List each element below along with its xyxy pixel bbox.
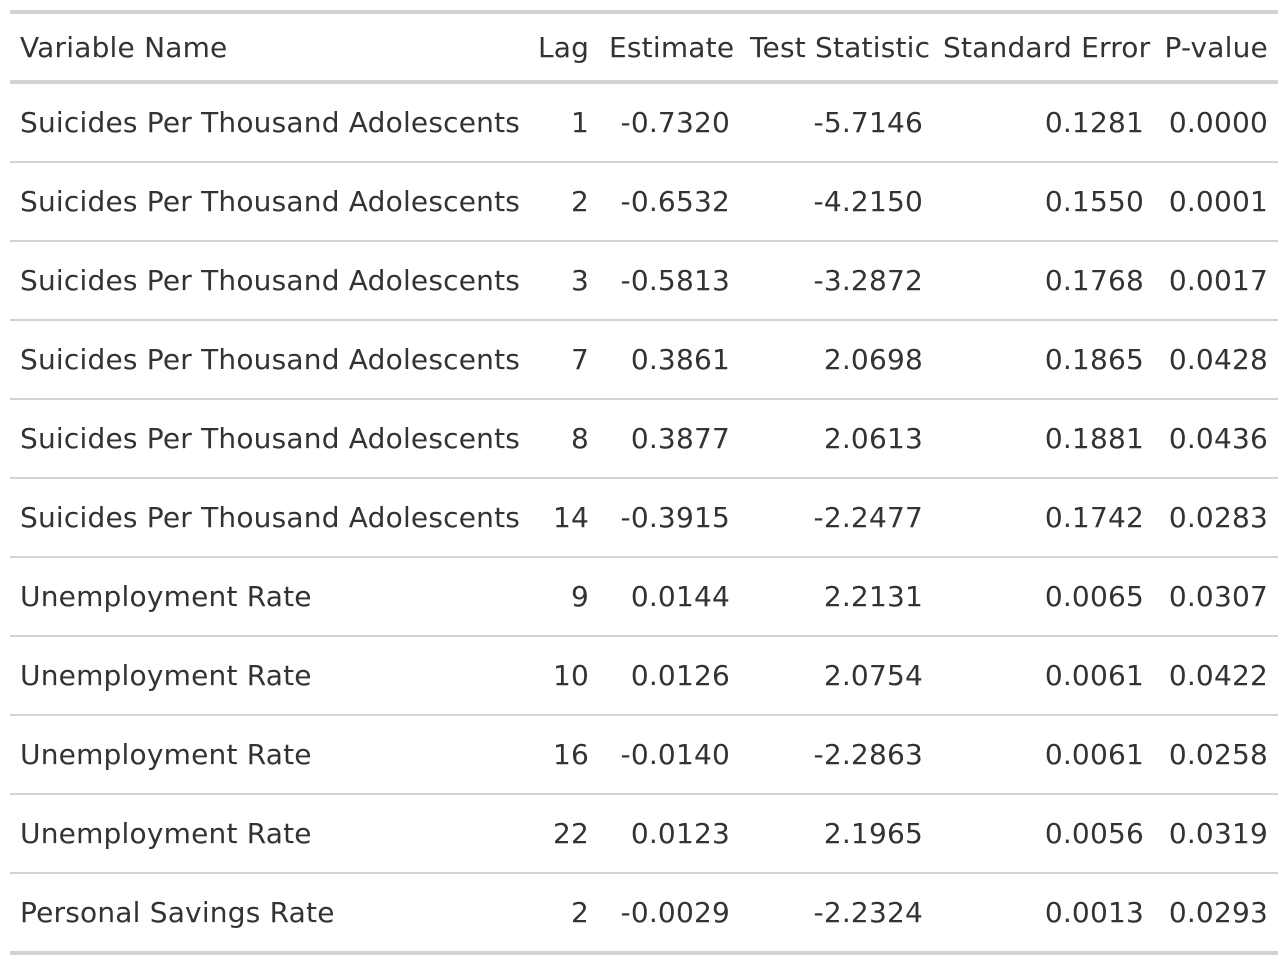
header-test-statistic: Test Statistic xyxy=(750,30,931,64)
cell-variable-name: Suicides Per Thousand Adolescents xyxy=(20,422,521,455)
cell-test-statistic: -2.2324 xyxy=(813,896,923,929)
header-estimate: Estimate xyxy=(609,30,735,64)
cell-test-statistic: -5.7146 xyxy=(813,106,923,139)
cell-p-value: 0.0258 xyxy=(1168,738,1268,771)
cell-estimate: -0.3915 xyxy=(620,501,730,534)
table-body: Suicides Per Thousand Adolescents 1 -0.7… xyxy=(10,82,1278,953)
cell-variable-name: Unemployment Rate xyxy=(20,738,312,771)
table-row: Suicides Per Thousand Adolescents 8 0.38… xyxy=(10,399,1278,478)
cell-p-value: 0.0428 xyxy=(1168,343,1268,376)
cell-test-statistic: 2.2131 xyxy=(823,580,923,613)
cell-lag: 7 xyxy=(570,343,589,376)
header-p-value: P-value xyxy=(1164,30,1268,64)
cell-test-statistic: 2.0754 xyxy=(823,659,923,692)
cell-estimate: -0.5813 xyxy=(620,264,730,297)
cell-p-value: 0.0283 xyxy=(1168,501,1268,534)
cell-estimate: 0.3861 xyxy=(630,343,730,376)
cell-lag: 22 xyxy=(552,817,589,850)
cell-lag: 9 xyxy=(570,580,589,613)
cell-test-statistic: -2.2863 xyxy=(813,738,923,771)
cell-standard-error: 0.1865 xyxy=(1044,343,1144,376)
cell-variable-name: Suicides Per Thousand Adolescents xyxy=(20,343,521,376)
cell-lag: 10 xyxy=(552,659,589,692)
cell-lag: 1 xyxy=(570,106,589,139)
results-table-container: Variable Name Lag Estimate Test Statisti… xyxy=(10,10,1278,955)
cell-variable-name: Suicides Per Thousand Adolescents xyxy=(20,106,521,139)
cell-variable-name: Unemployment Rate xyxy=(20,580,312,613)
cell-variable-name: Personal Savings Rate xyxy=(20,896,335,929)
cell-test-statistic: -4.2150 xyxy=(813,185,923,218)
cell-standard-error: 0.1881 xyxy=(1044,422,1144,455)
cell-variable-name: Unemployment Rate xyxy=(20,659,312,692)
cell-test-statistic: 2.0698 xyxy=(823,343,923,376)
cell-test-statistic: 2.1965 xyxy=(823,817,923,850)
results-table: Variable Name Lag Estimate Test Statisti… xyxy=(10,10,1278,955)
table-row: Personal Savings Rate 2 -0.0029 -2.2324 … xyxy=(10,873,1278,953)
cell-standard-error: 0.0061 xyxy=(1044,659,1144,692)
cell-lag: 16 xyxy=(552,738,589,771)
cell-p-value: 0.0000 xyxy=(1168,106,1268,139)
table-row: Unemployment Rate 9 0.0144 2.2131 0.0065… xyxy=(10,557,1278,636)
cell-p-value: 0.0307 xyxy=(1168,580,1268,613)
cell-variable-name: Suicides Per Thousand Adolescents xyxy=(20,264,521,297)
table-row: Suicides Per Thousand Adolescents 14 -0.… xyxy=(10,478,1278,557)
cell-standard-error: 0.1768 xyxy=(1044,264,1144,297)
cell-lag: 2 xyxy=(570,896,589,929)
table-row: Suicides Per Thousand Adolescents 2 -0.6… xyxy=(10,162,1278,241)
cell-variable-name: Suicides Per Thousand Adolescents xyxy=(20,501,521,534)
cell-estimate: 0.0123 xyxy=(630,817,730,850)
cell-p-value: 0.0017 xyxy=(1168,264,1268,297)
table-row: Unemployment Rate 16 -0.0140 -2.2863 0.0… xyxy=(10,715,1278,794)
cell-test-statistic: -2.2477 xyxy=(813,501,923,534)
cell-estimate: 0.3877 xyxy=(630,422,730,455)
cell-lag: 8 xyxy=(570,422,589,455)
cell-standard-error: 0.0056 xyxy=(1044,817,1144,850)
cell-estimate: -0.0029 xyxy=(620,896,730,929)
cell-standard-error: 0.1281 xyxy=(1044,106,1144,139)
header-standard-error: Standard Error xyxy=(943,30,1151,64)
cell-estimate: 0.0144 xyxy=(630,580,730,613)
table-header: Variable Name Lag Estimate Test Statisti… xyxy=(10,12,1278,82)
table-row: Unemployment Rate 22 0.0123 2.1965 0.005… xyxy=(10,794,1278,873)
cell-lag: 3 xyxy=(570,264,589,297)
cell-p-value: 0.0319 xyxy=(1168,817,1268,850)
cell-standard-error: 0.1550 xyxy=(1044,185,1144,218)
header-variable-name: Variable Name xyxy=(20,30,228,64)
cell-variable-name: Unemployment Rate xyxy=(20,817,312,850)
cell-standard-error: 0.0065 xyxy=(1044,580,1144,613)
header-lag: Lag xyxy=(538,30,590,64)
cell-estimate: -0.0140 xyxy=(620,738,730,771)
cell-p-value: 0.0436 xyxy=(1168,422,1268,455)
table-row: Suicides Per Thousand Adolescents 3 -0.5… xyxy=(10,241,1278,320)
cell-p-value: 0.0001 xyxy=(1168,185,1268,218)
cell-standard-error: 0.0013 xyxy=(1044,896,1144,929)
cell-lag: 14 xyxy=(552,501,589,534)
cell-estimate: 0.0126 xyxy=(630,659,730,692)
cell-test-statistic: 2.0613 xyxy=(823,422,923,455)
table-row: Suicides Per Thousand Adolescents 1 -0.7… xyxy=(10,82,1278,162)
cell-test-statistic: -3.2872 xyxy=(813,264,923,297)
cell-p-value: 0.0293 xyxy=(1168,896,1268,929)
header-row: Variable Name Lag Estimate Test Statisti… xyxy=(10,12,1278,82)
table-row: Suicides Per Thousand Adolescents 7 0.38… xyxy=(10,320,1278,399)
cell-standard-error: 0.1742 xyxy=(1044,501,1144,534)
table-row: Unemployment Rate 10 0.0126 2.0754 0.006… xyxy=(10,636,1278,715)
cell-variable-name: Suicides Per Thousand Adolescents xyxy=(20,185,521,218)
cell-estimate: -0.7320 xyxy=(620,106,730,139)
cell-p-value: 0.0422 xyxy=(1168,659,1268,692)
cell-estimate: -0.6532 xyxy=(620,185,730,218)
cell-standard-error: 0.0061 xyxy=(1044,738,1144,771)
cell-lag: 2 xyxy=(570,185,589,218)
